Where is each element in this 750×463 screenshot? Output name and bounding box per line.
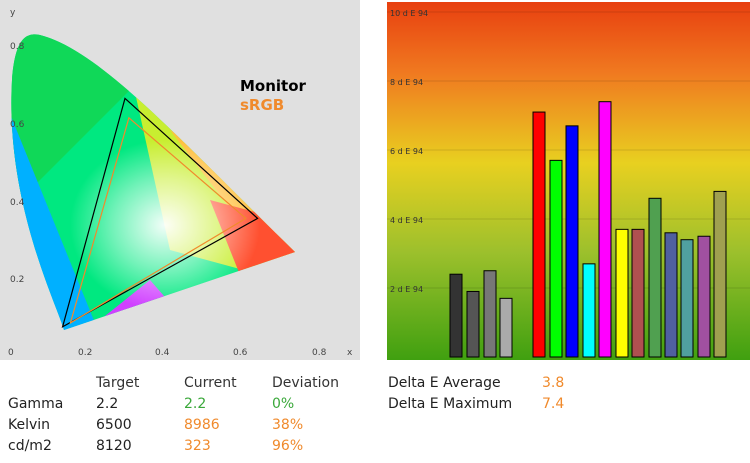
x-tick-3: 0.6 bbox=[233, 348, 248, 358]
header-deviation: Deviation bbox=[272, 375, 339, 391]
row-luminance-current: 323 bbox=[184, 438, 211, 454]
row-luminance-target: 8120 bbox=[96, 438, 132, 454]
delta-e-bar-15 bbox=[697, 235, 711, 358]
monitor-gamut-triangle bbox=[61, 97, 259, 329]
delta-e-bar-8 bbox=[582, 263, 596, 358]
delta-e-maximum-label: Delta E Maximum bbox=[388, 396, 513, 412]
delta-e-bar-11 bbox=[631, 228, 645, 358]
row-gamma-deviation: 0% bbox=[272, 396, 295, 412]
y-tick-label-2: 2 d E 94 bbox=[390, 285, 423, 294]
y-tick-label-6: 6 d E 94 bbox=[390, 147, 423, 156]
x-tick-0: 0 bbox=[8, 348, 14, 358]
delta-e-bar-2 bbox=[466, 290, 480, 358]
delta-e-bar-14 bbox=[680, 239, 694, 358]
delta-e-bar-3 bbox=[483, 270, 497, 358]
y-tick-3: 0.8 bbox=[10, 42, 25, 52]
delta-e-bars bbox=[449, 101, 727, 358]
cie-gamut-chart: 0 0.2 0.4 0.6 0.8 x 0.2 0.4 0.6 0.8 y Mo… bbox=[0, 0, 360, 360]
delta-e-bar-16 bbox=[713, 190, 727, 358]
header-target: Target bbox=[96, 375, 140, 391]
y-tick-2: 0.6 bbox=[10, 120, 25, 130]
row-luminance-deviation: 96% bbox=[272, 438, 304, 454]
row-gamma-label: Gamma bbox=[8, 396, 64, 412]
x-tick-1: 0.2 bbox=[78, 348, 92, 358]
legend-srgb: sRGB bbox=[240, 96, 284, 114]
y-tick-label-8: 8 d E 94 bbox=[390, 78, 423, 87]
row-kelvin-deviation: 38% bbox=[272, 417, 304, 433]
delta-e-bar-4 bbox=[499, 297, 513, 358]
y-tick-label-4: 4 d E 94 bbox=[390, 216, 423, 225]
delta-e-bar-13 bbox=[664, 232, 678, 358]
header-current: Current bbox=[184, 375, 237, 391]
srgb-gamut-triangle bbox=[69, 116, 247, 325]
x-tick-4: 0.8 bbox=[312, 348, 327, 358]
legend-monitor: Monitor bbox=[240, 77, 307, 95]
x-axis-label: x bbox=[347, 348, 353, 358]
delta-e-average-value: 3.8 bbox=[542, 375, 565, 391]
delta-e-maximum-value: 7.4 bbox=[542, 396, 565, 412]
row-kelvin-current: 8986 bbox=[184, 417, 220, 433]
row-kelvin-target: 6500 bbox=[96, 417, 132, 433]
delta-e-average-label: Delta E Average bbox=[388, 375, 501, 391]
delta-e-bar-1 bbox=[449, 273, 463, 358]
y-axis-label: y bbox=[10, 8, 16, 18]
x-tick-2: 0.4 bbox=[155, 348, 170, 358]
delta-e-bar-6 bbox=[549, 159, 563, 358]
y-tick-label-10: 10 d E 94 bbox=[390, 9, 428, 18]
y-tick-0: 0.2 bbox=[10, 275, 24, 285]
y-tick-1: 0.4 bbox=[10, 198, 25, 208]
delta-e-bar-9 bbox=[598, 101, 612, 358]
row-luminance-label: cd/m2 bbox=[8, 438, 52, 454]
delta-e-bar-10 bbox=[615, 228, 629, 358]
delta-e-bar-7 bbox=[565, 125, 579, 358]
row-gamma-target: 2.2 bbox=[96, 396, 119, 412]
delta-e-bar-12 bbox=[648, 197, 662, 358]
delta-e-bar-5 bbox=[532, 111, 546, 358]
row-kelvin-label: Kelvin bbox=[8, 417, 51, 433]
row-gamma-current: 2.2 bbox=[184, 396, 207, 412]
delta-e-bar-chart: 2 d E 94 4 d E 94 6 d E 94 8 d E 94 10 d E 9… bbox=[387, 2, 750, 360]
